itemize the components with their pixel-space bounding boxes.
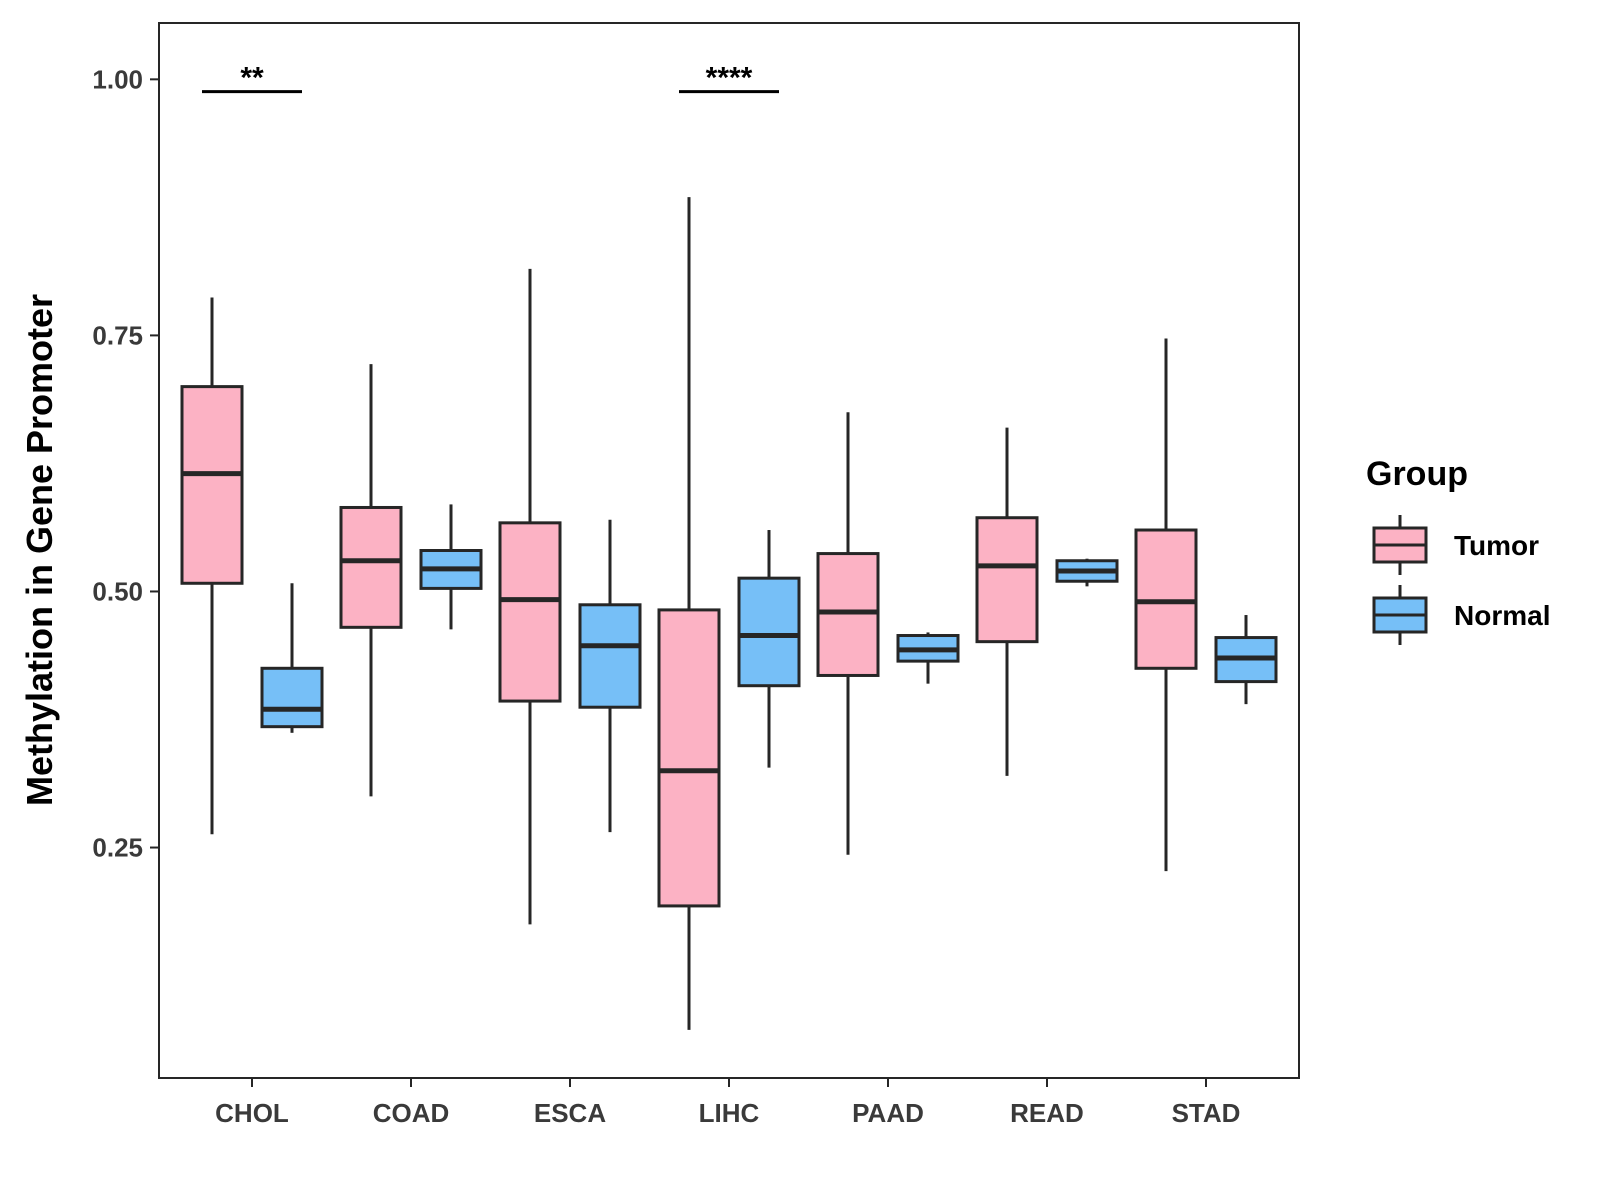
box-normal-esca <box>578 519 642 833</box>
legend-label: Normal <box>1454 600 1550 631</box>
legend-key <box>1372 585 1428 645</box>
x-tick-label: STAD <box>1172 1098 1241 1128</box>
y-tick-label: 0.25 <box>92 833 143 863</box>
box-body <box>1134 528 1198 670</box>
box-tumor-esca <box>498 268 562 925</box>
legend-entry-normal: Normal <box>1372 585 1550 645</box>
y-tick-label: 0.75 <box>92 320 143 350</box>
box-series <box>180 197 1278 1030</box>
panel-border <box>158 22 1300 1079</box>
box-body <box>498 521 562 703</box>
significance-annotations: ** **** <box>202 62 779 95</box>
legend-entry-tumor: Tumor <box>1372 515 1539 575</box>
legend-key <box>1372 515 1428 575</box>
x-tick-label: PAAD <box>852 1098 924 1128</box>
box-normal-lihc <box>737 530 801 768</box>
box-body <box>578 603 642 709</box>
x-tick-label: COAD <box>373 1098 450 1128</box>
plot-area: 0.25 0.50 0.75 1.00 CHOL COAD ESCA LIHC PAAD REA… <box>92 22 1300 1128</box>
x-tick-label: ESCA <box>534 1098 606 1128</box>
x-tick-label: READ <box>1010 1098 1084 1128</box>
legend-title: Group <box>1366 455 1468 493</box>
box-tumor-read <box>975 427 1039 776</box>
y-axis: 0.25 0.50 0.75 1.00 <box>92 64 159 863</box>
legend: Group Tumor Normal <box>1366 455 1550 645</box>
x-axis: CHOL COAD ESCA LIHC PAAD READ STAD <box>215 1078 1240 1128</box>
box-normal-paad <box>896 632 960 684</box>
box-body <box>816 552 880 677</box>
box-normal-chol <box>260 583 324 733</box>
x-tick-label: LIHC <box>699 1098 760 1128</box>
box-body <box>180 385 244 585</box>
y-tick-label: 0.50 <box>92 576 143 606</box>
box-body <box>975 516 1039 644</box>
box-normal-stad <box>1214 615 1278 705</box>
box-body <box>737 576 801 688</box>
box-normal-coad <box>419 504 483 630</box>
box-body <box>657 608 721 908</box>
box-tumor-coad <box>339 364 403 797</box>
box-normal-read <box>1055 558 1119 587</box>
y-axis-title: Methylation in Gene Promoter <box>19 294 60 806</box>
box-tumor-lihc <box>657 197 721 1030</box>
box-tumor-chol <box>180 297 244 835</box>
box-body <box>260 666 324 729</box>
significance-label: ** <box>240 62 264 95</box>
box-tumor-stad <box>1134 338 1198 872</box>
box-tumor-paad <box>816 412 880 855</box>
x-tick-label: CHOL <box>215 1098 289 1128</box>
legend-label: Tumor <box>1454 530 1539 561</box>
significance-label: **** <box>706 62 753 95</box>
y-tick-label: 1.00 <box>92 64 143 94</box>
box-body <box>339 505 403 629</box>
